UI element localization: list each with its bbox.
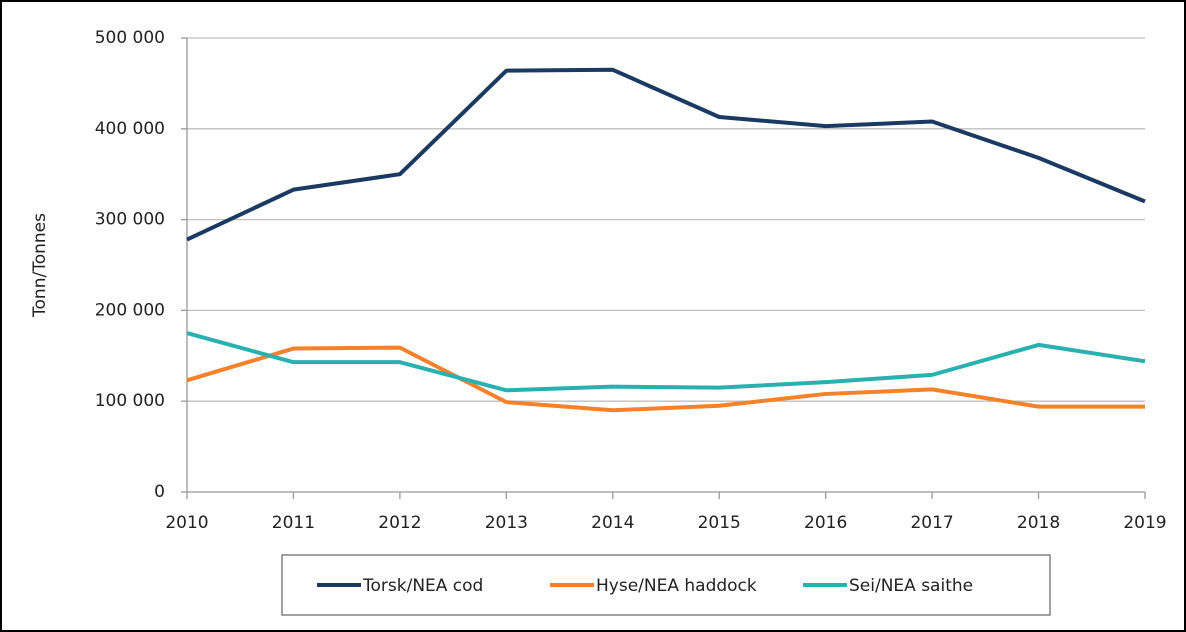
y-tick-label: 500 000 xyxy=(95,28,165,48)
x-tick-label: 2018 xyxy=(1017,513,1060,533)
y-tick-label: 400 000 xyxy=(95,119,165,139)
x-tick-label: 2016 xyxy=(804,513,847,533)
x-tick-label: 2017 xyxy=(910,513,953,533)
y-tick-label: 300 000 xyxy=(95,210,165,230)
legend-label: Torsk/NEA cod xyxy=(362,576,483,596)
x-tick-label: 2010 xyxy=(165,513,208,533)
legend-label: Sei/NEA saithe xyxy=(849,576,973,596)
x-tick-label: 2011 xyxy=(272,513,315,533)
legend-box xyxy=(281,554,1051,616)
x-tick-label: 2015 xyxy=(698,513,741,533)
series-line xyxy=(186,345,1145,413)
x-tick-label: 2012 xyxy=(378,513,421,533)
legend-label: Hyse/NEA haddock xyxy=(596,576,757,596)
y-tick-label: 100 000 xyxy=(95,391,165,411)
x-tick-label: 2014 xyxy=(591,513,634,533)
x-tick-label: 2013 xyxy=(485,513,528,533)
y-axis-label: Tonn/Tonnes xyxy=(30,213,50,318)
series-line xyxy=(186,67,1146,242)
y-tick-label: 0 xyxy=(154,482,165,502)
series-line xyxy=(186,331,1146,393)
x-tick-label: 2019 xyxy=(1123,513,1166,533)
y-tick-label: 200 000 xyxy=(95,300,165,320)
